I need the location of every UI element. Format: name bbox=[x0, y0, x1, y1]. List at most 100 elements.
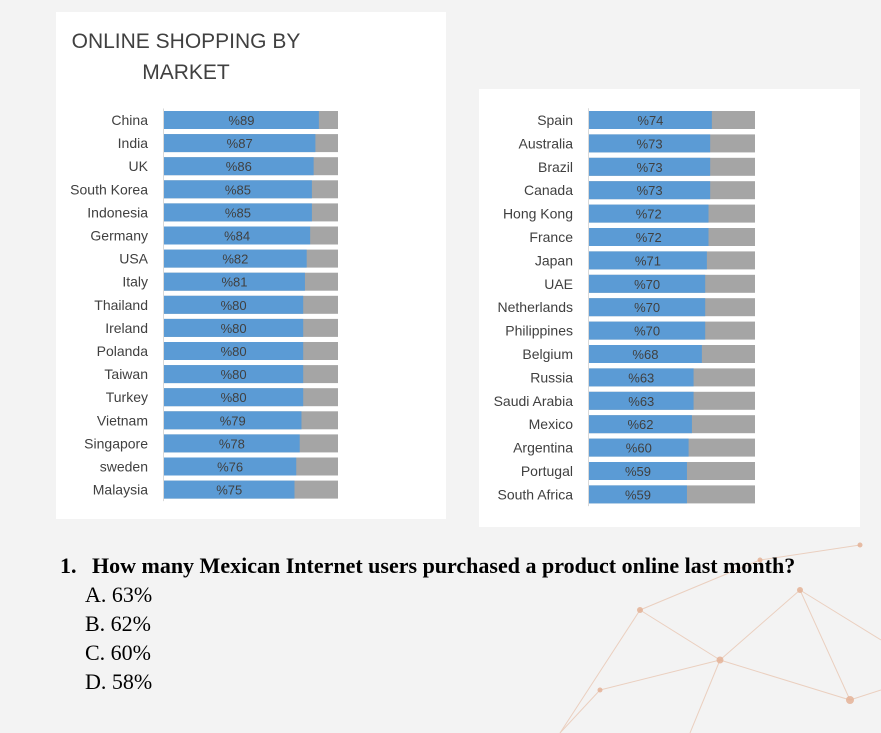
data-label: %70 bbox=[634, 277, 660, 292]
bar-row: Mexico %62 bbox=[529, 415, 755, 434]
data-label: %85 bbox=[225, 205, 251, 220]
data-label: %86 bbox=[226, 159, 252, 174]
data-label: %63 bbox=[628, 370, 654, 385]
bar-value bbox=[589, 321, 706, 340]
category-label: Singapore bbox=[84, 435, 148, 451]
category-label: Turkey bbox=[106, 389, 148, 405]
bar-row: Saudi Arabia %63 bbox=[494, 391, 755, 410]
bar-value bbox=[164, 480, 295, 499]
data-label: %74 bbox=[637, 113, 663, 128]
category-label: Mexico bbox=[529, 416, 574, 432]
answer-option-c[interactable]: C. 60% bbox=[85, 640, 151, 665]
category-label: UK bbox=[129, 158, 149, 174]
bar-row: South Africa %59 bbox=[498, 485, 755, 504]
data-label: %78 bbox=[219, 436, 245, 451]
category-label: Vietnam bbox=[97, 412, 148, 428]
data-label: %75 bbox=[216, 483, 242, 498]
data-label: %85 bbox=[225, 182, 251, 197]
bar-value bbox=[589, 345, 702, 363]
bar-value bbox=[164, 342, 304, 360]
data-label: %72 bbox=[636, 230, 662, 245]
bar-row: Russia %63 bbox=[530, 368, 755, 387]
bar-value bbox=[164, 111, 319, 129]
data-label: %72 bbox=[636, 207, 662, 222]
category-label: Belgium bbox=[522, 346, 573, 362]
category-label: France bbox=[529, 229, 573, 245]
bar-row: UK %86 bbox=[129, 157, 338, 176]
bar-row: China %89 bbox=[111, 111, 338, 129]
category-label: Malaysia bbox=[93, 482, 148, 498]
bar-row: Singapore %78 bbox=[84, 434, 338, 453]
data-label: %84 bbox=[224, 229, 250, 244]
bar-value bbox=[589, 228, 709, 246]
question-block: 1. How many Mexican Internet users purcha… bbox=[60, 552, 860, 696]
category-label: South Africa bbox=[498, 486, 574, 502]
bar-value bbox=[589, 438, 689, 457]
question-number: 1. bbox=[60, 553, 77, 578]
bar-row: Netherlands %70 bbox=[498, 298, 755, 317]
category-label: Brazil bbox=[538, 159, 573, 175]
bar-row: Belgium %68 bbox=[522, 345, 755, 363]
category-label: Italy bbox=[122, 274, 148, 290]
data-label: %80 bbox=[221, 367, 247, 382]
bar-value bbox=[164, 365, 304, 384]
bar-row: Portugal %59 bbox=[521, 462, 755, 480]
bar-row: Germany %84 bbox=[90, 226, 338, 245]
bar-row: Spain %74 bbox=[537, 111, 755, 129]
category-label: sweden bbox=[100, 459, 148, 475]
bar-row: Turkey %80 bbox=[106, 388, 338, 407]
bar-row: Ireland %80 bbox=[105, 318, 338, 337]
bar-row: USA %82 bbox=[119, 249, 338, 268]
bar-chart-left: China %89 India %87 UK %86 South Korea %85 Indon… bbox=[70, 108, 338, 502]
bar-row: Italy %81 bbox=[122, 272, 338, 291]
category-label: Australia bbox=[519, 135, 574, 151]
bar-value bbox=[589, 485, 687, 504]
category-label: Indonesia bbox=[87, 204, 148, 220]
data-label: %81 bbox=[221, 275, 247, 290]
bar-value bbox=[589, 204, 709, 223]
data-label: %70 bbox=[634, 324, 660, 339]
data-label: %73 bbox=[637, 136, 663, 151]
data-label: %80 bbox=[221, 321, 247, 336]
bar-value bbox=[164, 226, 311, 245]
category-label: Russia bbox=[530, 369, 573, 385]
category-label: Hong Kong bbox=[503, 206, 573, 222]
bar-row: Hong Kong %72 bbox=[503, 204, 755, 223]
data-label: %62 bbox=[627, 417, 653, 432]
chart-panel-left: ONLINE SHOPPING BY MARKET China %89 India%… bbox=[56, 12, 446, 519]
bar-value bbox=[589, 462, 687, 480]
bar-value bbox=[164, 295, 304, 314]
bar-value bbox=[164, 203, 312, 222]
category-label: Germany bbox=[90, 228, 148, 244]
data-label: %63 bbox=[628, 394, 654, 409]
category-label: Thailand bbox=[94, 297, 148, 313]
category-label: South Korea bbox=[70, 181, 148, 197]
category-label: Polanda bbox=[97, 343, 149, 359]
data-label: %73 bbox=[637, 183, 663, 198]
answer-option-d[interactable]: D. 58% bbox=[85, 669, 153, 694]
bar-row: Philippines %70 bbox=[505, 321, 755, 340]
bar-row: Australia %73 bbox=[519, 134, 755, 153]
category-label: Spain bbox=[537, 112, 573, 128]
bar-value bbox=[164, 134, 316, 153]
bar-row: Taiwan %80 bbox=[104, 365, 338, 384]
bar-row: India %87 bbox=[118, 134, 338, 153]
data-label: %60 bbox=[626, 441, 652, 456]
category-label: USA bbox=[119, 251, 148, 267]
bar-value bbox=[164, 249, 307, 268]
bar-row: Vietnam %79 bbox=[97, 411, 338, 430]
category-label: Ireland bbox=[105, 320, 148, 336]
bar-row: Malaysia %75 bbox=[93, 480, 338, 499]
category-label: Philippines bbox=[505, 323, 573, 339]
data-label: %71 bbox=[635, 253, 661, 268]
category-label: Japan bbox=[535, 252, 573, 268]
category-label: China bbox=[111, 112, 148, 128]
bar-value bbox=[589, 415, 692, 434]
data-label: %73 bbox=[637, 160, 663, 175]
answer-option-a[interactable]: A. 63% bbox=[85, 582, 153, 607]
answer-option-b[interactable]: B. 62% bbox=[85, 611, 151, 636]
bar-row: South Korea %85 bbox=[70, 180, 338, 199]
chart-panel-right: Spain %74 Australia %73 Brazil %73 Canada %73 Ho… bbox=[479, 89, 860, 527]
chart-title: ONLINE SHOPPING BY MARKET bbox=[71, 30, 301, 84]
